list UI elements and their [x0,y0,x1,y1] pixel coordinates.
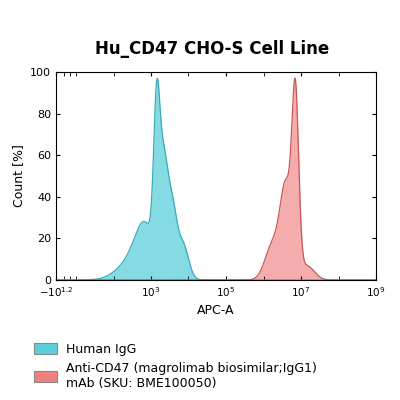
Y-axis label: Count [%]: Count [%] [12,144,24,208]
Legend: Human IgG, Anti-CD47 (magrolimab biosimilar;IgG1)
mAb (SKU: BME100050): Human IgG, Anti-CD47 (magrolimab biosimi… [30,339,321,394]
Text: Hu_CD47 CHO-S Cell Line: Hu_CD47 CHO-S Cell Line [95,40,329,58]
X-axis label: APC-A: APC-A [197,304,235,317]
